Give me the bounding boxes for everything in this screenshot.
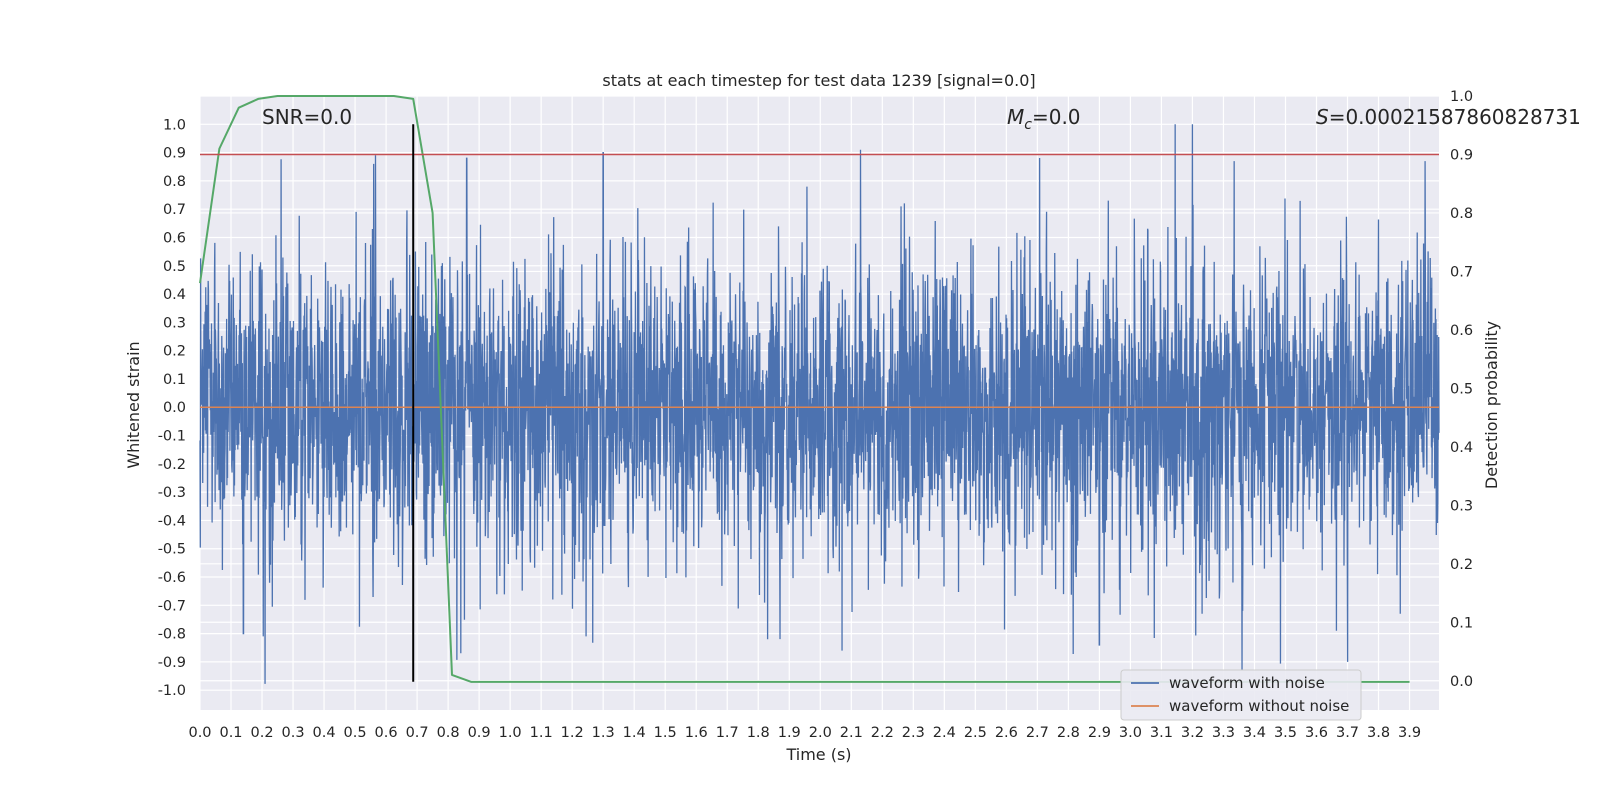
y-tick-label: 0.2 — [163, 344, 186, 360]
x-tick-label: 0.7 — [406, 725, 429, 741]
series-detection-probability — [199, 95, 1410, 683]
x-tick-label: 0.4 — [313, 725, 336, 741]
x-tick-label: 3.0 — [1119, 725, 1142, 741]
y2-tick-label: 0.0 — [1450, 674, 1473, 690]
x-tick-label: 0.1 — [219, 725, 242, 741]
x-tick-label: 1.5 — [654, 725, 677, 741]
x-tick-label: 1.0 — [499, 725, 522, 741]
y-tick-label: 0.4 — [163, 287, 186, 303]
x-tick-label: 0.0 — [188, 725, 211, 741]
x-axis-title: Time (s) — [785, 745, 851, 764]
y-axis-title: Whitened strain — [124, 341, 143, 468]
y2-axis-title: Detection probability — [1482, 321, 1501, 489]
y-tick-label: 0.1 — [163, 372, 186, 388]
y2-tick-label: 0.9 — [1450, 147, 1473, 163]
x-tick-label: 0.3 — [282, 725, 305, 741]
x-tick-label: 3.1 — [1150, 725, 1173, 741]
y-tick-label: -0.3 — [158, 485, 186, 501]
x-tick-label: 0.9 — [468, 725, 491, 741]
x-tick-label: 3.5 — [1274, 725, 1297, 741]
y2-tick-label: 0.1 — [1450, 615, 1473, 631]
y-tick-label: 0.3 — [163, 315, 186, 331]
y-tick-label: -0.1 — [158, 429, 186, 445]
y2-tick-label: 0.5 — [1450, 381, 1473, 397]
x-tick-label: 1.6 — [685, 725, 708, 741]
legend-label-waveform-without-noise: waveform without noise — [1169, 697, 1349, 715]
y-tick-label: 1.0 — [163, 117, 186, 133]
annotation-chirp-mass: Mc=0.0 — [1007, 105, 1081, 133]
x-tick-label: 1.8 — [747, 725, 770, 741]
x-tick-label: 3.6 — [1305, 725, 1328, 741]
y-tick-label: 0.5 — [163, 259, 186, 275]
x-tick-label: 2.0 — [809, 725, 832, 741]
annotation-snr: SNR=0.0 — [262, 105, 352, 129]
chart-title: stats at each timestep for test data 123… — [602, 71, 1035, 90]
x-tick-label: 0.5 — [344, 725, 367, 741]
x-tick-label: 1.1 — [530, 725, 553, 741]
y-tick-label: 0.9 — [163, 146, 186, 162]
y2-tick-label: 0.3 — [1450, 498, 1473, 514]
annotation-chirp-mass-value: =0.0 — [1032, 105, 1081, 129]
x-tick-label: 3.8 — [1367, 725, 1390, 741]
annotation-s-symbol: S — [1316, 105, 1329, 129]
y-tick-label: 0.0 — [163, 400, 186, 416]
y2-tick-label: 0.6 — [1450, 323, 1473, 339]
y2-tick-label: 1.0 — [1450, 89, 1473, 105]
annotations: SNR=0.0 Mc=0.0 S=0.00021587860828731 — [262, 105, 1581, 133]
legend-box — [1120, 669, 1362, 721]
annotation-s-value: =0.00021587860828731 — [1329, 105, 1581, 129]
x-axis-ticks: 0.0 0.1 0.2 0.3 0.4 0.5 0.6 0.7 0.8 0.9 1.0 1.1 1.2 1… — [188, 725, 1421, 741]
series-layer — [199, 95, 1439, 683]
x-tick-label: 2.5 — [964, 725, 987, 741]
x-tick-label: 2.1 — [840, 725, 863, 741]
y2-tick-label: 0.7 — [1450, 264, 1473, 280]
annotation-chirp-mass-subscript: c — [1024, 117, 1032, 133]
y-tick-label: 0.8 — [163, 174, 186, 190]
x-tick-label: 1.7 — [716, 725, 739, 741]
y-tick-label: -0.8 — [158, 627, 186, 643]
legend-label-waveform-with-noise: waveform with noise — [1169, 674, 1325, 692]
x-tick-label: 2.8 — [1057, 725, 1080, 741]
x-tick-label: 2.7 — [1026, 725, 1049, 741]
y-tick-label: -1.0 — [158, 683, 186, 699]
x-tick-label: 1.9 — [778, 725, 801, 741]
x-tick-label: 1.3 — [592, 725, 615, 741]
x-tick-label: 0.8 — [437, 725, 460, 741]
x-tick-label: 2.2 — [871, 725, 894, 741]
x-tick-label: 2.4 — [933, 725, 956, 741]
x-tick-label: 1.4 — [623, 725, 646, 741]
y-axis-ticks: 1.0 0.9 0.8 0.7 0.6 0.5 0.4 0.3 0.2 0.1 0.0 -0.1 -0.… — [158, 117, 186, 699]
x-tick-label: 3.7 — [1336, 725, 1359, 741]
annotation-chirp-mass-symbol: M — [1007, 105, 1024, 129]
y2-tick-label: 0.2 — [1450, 557, 1473, 573]
annotation-s: S=0.00021587860828731 — [1316, 105, 1581, 129]
x-tick-label: 0.6 — [375, 725, 398, 741]
y-tick-label: -0.4 — [158, 513, 186, 529]
y2-tick-label: 0.4 — [1450, 440, 1473, 456]
legend: waveform with noise waveform without noi… — [1120, 669, 1362, 721]
reference-lines — [200, 124, 1439, 682]
x-tick-label: 2.3 — [902, 725, 925, 741]
x-tick-label: 2.6 — [995, 725, 1018, 741]
y-tick-label: -0.7 — [158, 598, 186, 614]
x-tick-label: 1.2 — [561, 725, 584, 741]
x-tick-label: 3.3 — [1212, 725, 1235, 741]
y-tick-label: 0.6 — [163, 230, 186, 246]
y-tick-label: -0.5 — [158, 542, 186, 558]
y2-tick-label: 0.8 — [1450, 206, 1473, 222]
x-tick-label: 2.9 — [1088, 725, 1111, 741]
waveform-with-noise-layer — [199, 124, 1440, 684]
y-tick-label: -0.6 — [158, 570, 186, 586]
y-tick-label: 0.7 — [163, 202, 186, 218]
x-tick-label: 3.9 — [1398, 725, 1421, 741]
x-tick-label: 3.2 — [1181, 725, 1204, 741]
y-tick-label: -0.2 — [158, 457, 186, 473]
x-tick-label: 3.4 — [1243, 725, 1266, 741]
series-waveform-with-noise — [199, 124, 1440, 684]
y-tick-label: -0.9 — [158, 655, 186, 671]
y2-axis-ticks: 1.0 0.9 0.8 0.7 0.6 0.5 0.4 0.3 0.2 0.1 0.0 — [1450, 89, 1473, 690]
x-tick-label: 0.2 — [250, 725, 273, 741]
